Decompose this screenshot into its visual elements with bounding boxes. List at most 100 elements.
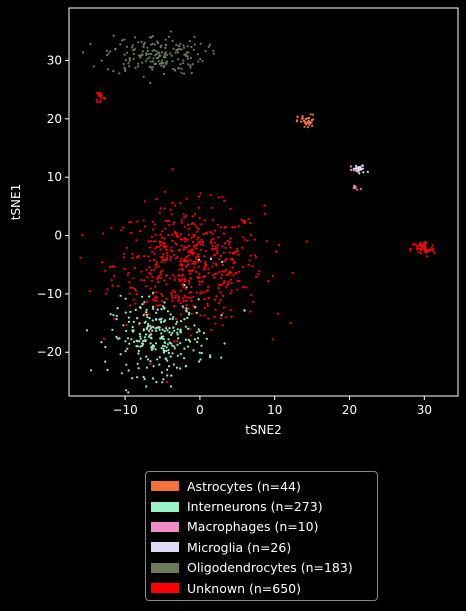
scatter-point	[424, 250, 427, 253]
scatter-point	[196, 340, 199, 344]
scatter-point	[141, 303, 144, 306]
scatter-point	[180, 219, 183, 222]
legend-label: Macrophages (n=10)	[187, 519, 319, 535]
scatter-point	[202, 291, 205, 294]
scatter-point	[199, 358, 202, 361]
scatter-point	[190, 45, 193, 49]
scatter-point	[179, 313, 183, 316]
scatter-point	[237, 270, 240, 273]
scatter-point	[162, 378, 165, 381]
scatter-point	[167, 351, 170, 355]
scatter-point	[210, 328, 213, 332]
scatter-point	[122, 226, 125, 229]
scatter-point	[109, 50, 112, 53]
scatter-point	[88, 289, 91, 293]
scatter-point	[150, 240, 153, 243]
scatter-point	[198, 240, 202, 243]
scatter-points	[79, 30, 436, 394]
scatter-point	[308, 123, 311, 126]
scatter-point	[216, 252, 219, 255]
scatter-point	[190, 285, 193, 289]
scatter-point	[223, 281, 226, 284]
scatter-point	[218, 270, 221, 273]
scatter-point	[164, 219, 167, 222]
scatter-point	[140, 40, 143, 43]
scatter-point	[229, 207, 232, 210]
scatter-point	[140, 270, 143, 273]
scatter-point	[111, 284, 114, 287]
scatter-point	[146, 57, 149, 60]
scatter-point	[147, 240, 150, 243]
scatter-point	[151, 307, 155, 310]
legend-entry: Macrophages (n=10)	[151, 517, 371, 537]
scatter-point	[242, 236, 245, 239]
scatter-point	[132, 57, 135, 61]
scatter-point	[129, 310, 132, 313]
scatter-point	[137, 41, 140, 44]
scatter-point	[179, 260, 182, 263]
scatter-point	[148, 65, 151, 68]
scatter-point	[202, 232, 205, 236]
y-tick-label: 20	[47, 112, 62, 126]
scatter-point	[126, 274, 129, 277]
scatter-point	[134, 66, 137, 69]
scatter-point	[108, 265, 112, 269]
scatter-point	[224, 316, 227, 319]
scatter-point	[361, 164, 364, 167]
scatter-point	[176, 331, 179, 334]
scatter-point	[82, 51, 85, 54]
scatter-point	[252, 300, 255, 303]
scatter-point	[426, 250, 429, 253]
scatter-point	[133, 266, 136, 270]
scatter-point	[145, 326, 149, 330]
scatter-point	[199, 192, 202, 195]
scatter-point	[139, 306, 142, 309]
scatter-point	[112, 314, 115, 317]
scatter-point	[291, 271, 294, 274]
scatter-point	[206, 302, 209, 305]
scatter-point	[197, 60, 200, 63]
scatter-point	[158, 318, 161, 321]
scatter-point	[219, 226, 222, 229]
scatter-point	[147, 322, 150, 326]
scatter-point	[192, 349, 195, 352]
scatter-point	[231, 259, 234, 262]
scatter-point	[171, 299, 174, 302]
scatter-point	[180, 48, 183, 51]
scatter-point	[303, 125, 306, 128]
scatter-point	[213, 315, 216, 318]
scatter-point	[357, 168, 360, 171]
scatter-point	[158, 328, 161, 331]
scatter-point	[159, 46, 162, 49]
scatter-point	[150, 235, 153, 238]
legend-entry: Unknown (n=650)	[151, 578, 371, 598]
scatter-point	[224, 246, 227, 250]
scatter-point	[190, 291, 193, 294]
scatter-point	[154, 240, 157, 243]
scatter-point	[164, 46, 167, 50]
scatter-point	[157, 56, 160, 59]
scatter-point	[125, 324, 128, 327]
scatter-point	[160, 292, 163, 295]
scatter-point	[161, 328, 164, 331]
scatter-point	[207, 45, 210, 49]
scatter-point	[192, 221, 195, 224]
scatter-point	[165, 327, 168, 330]
scatter-point	[136, 362, 139, 365]
scatter-point	[150, 326, 153, 329]
scatter-point	[247, 218, 250, 221]
scatter-point	[89, 42, 92, 46]
scatter-point	[195, 270, 198, 273]
scatter-point	[170, 294, 173, 297]
scatter-point	[243, 238, 246, 241]
scatter-point	[197, 298, 200, 301]
scatter-point	[192, 295, 195, 298]
scatter-point	[172, 274, 175, 277]
scatter-point	[142, 75, 145, 78]
scatter-point	[188, 282, 191, 285]
scatter-point	[211, 265, 214, 268]
scatter-point	[154, 348, 157, 351]
scatter-point	[230, 282, 233, 285]
scatter-point	[192, 233, 195, 236]
scatter-point	[263, 204, 266, 207]
